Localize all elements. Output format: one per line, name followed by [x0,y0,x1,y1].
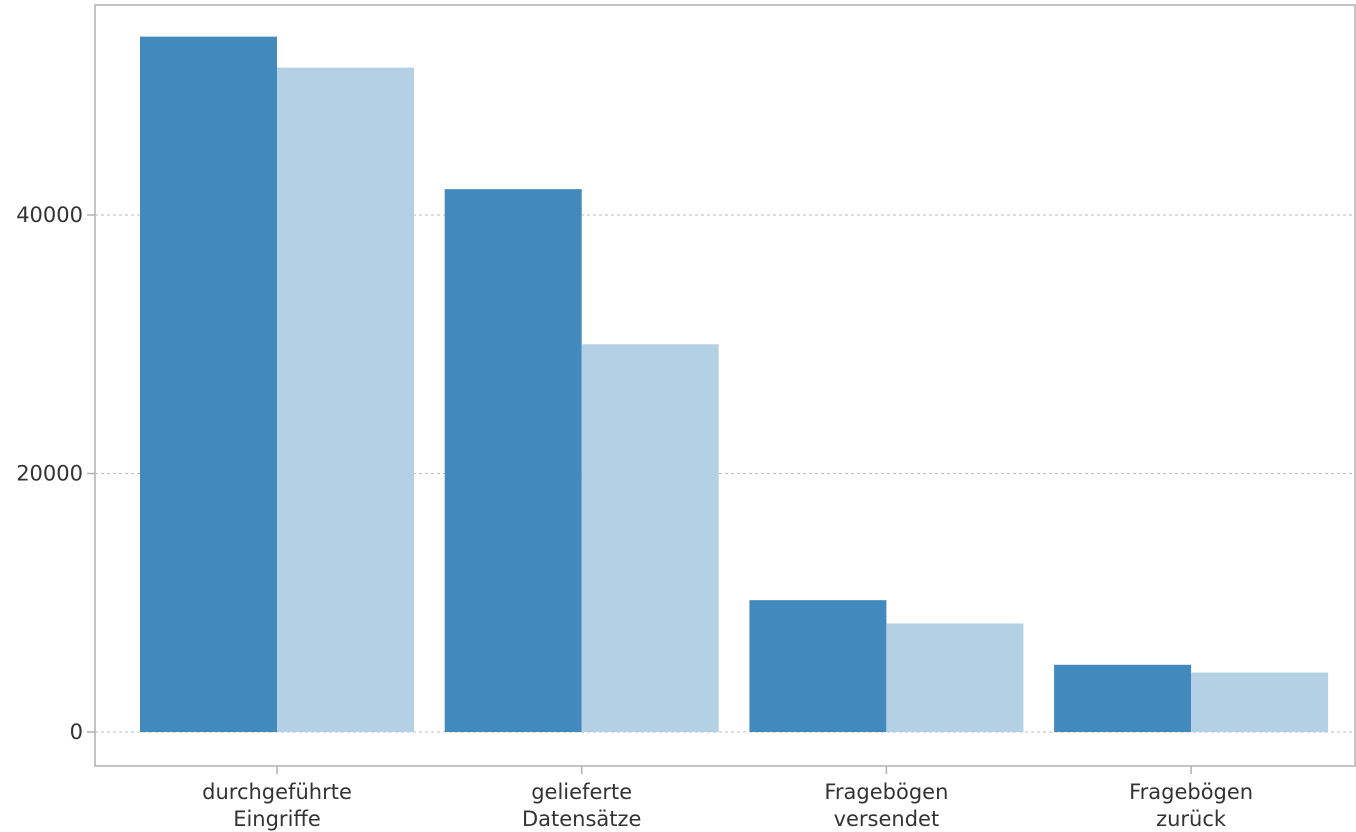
y-tick-label: 0 [70,720,83,744]
x-tick-label: durchgeführte [202,780,352,804]
plot-frame [94,4,1356,767]
bar-series-1 [749,600,887,732]
bar-series-1 [444,189,582,732]
bar-series-2 [581,344,719,732]
x-tick-label: gelieferte [531,780,632,804]
y-tick-label: 20000 [16,462,83,486]
x-tick-label: zurück [1156,807,1227,831]
x-tick-label: versendet [834,807,940,831]
bar-series-1 [1054,664,1192,732]
x-tick-label: Fragebögen [1129,780,1253,804]
x-tick-label: Eingriffe [233,807,321,831]
x-axis: durchgeführte Eingriffe gelieferte Datensät… [202,766,1253,831]
x-tick-label: Fragebögen [824,780,948,804]
bar-series-2 [277,67,414,732]
bar-series-2 [1191,672,1329,732]
y-axis: 0 20000 40000 [16,203,95,744]
bars [140,36,1329,732]
x-tick-label: Datensätze [522,807,642,831]
bar-series-1 [140,36,277,732]
bar-series-2 [886,623,1024,732]
y-tick-label: 40000 [16,203,83,227]
